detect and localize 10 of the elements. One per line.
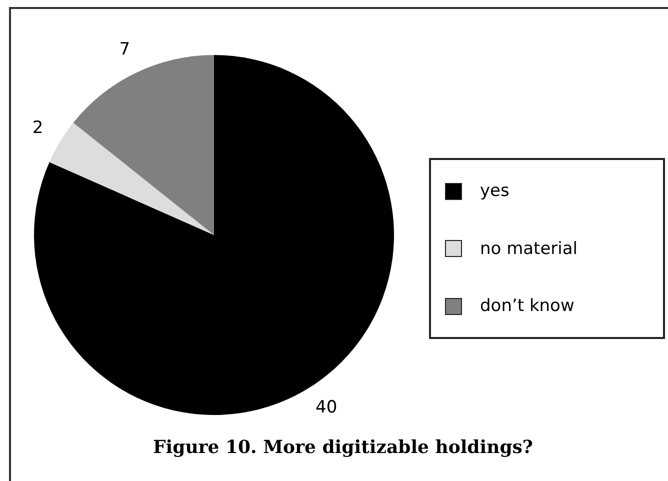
data-label: 7: [119, 39, 130, 60]
pie-slice: [49, 122, 214, 235]
pie-slice: [73, 55, 214, 235]
legend-label: yes: [480, 181, 510, 201]
pie-slice: [34, 55, 394, 415]
text: Figure 10. More digitizable holdings?: [152, 437, 534, 458]
legend-label: no material: [480, 238, 578, 258]
data-label: 40: [316, 398, 338, 418]
legend-label: don’t know: [480, 296, 574, 316]
data-label: 2: [32, 118, 44, 138]
